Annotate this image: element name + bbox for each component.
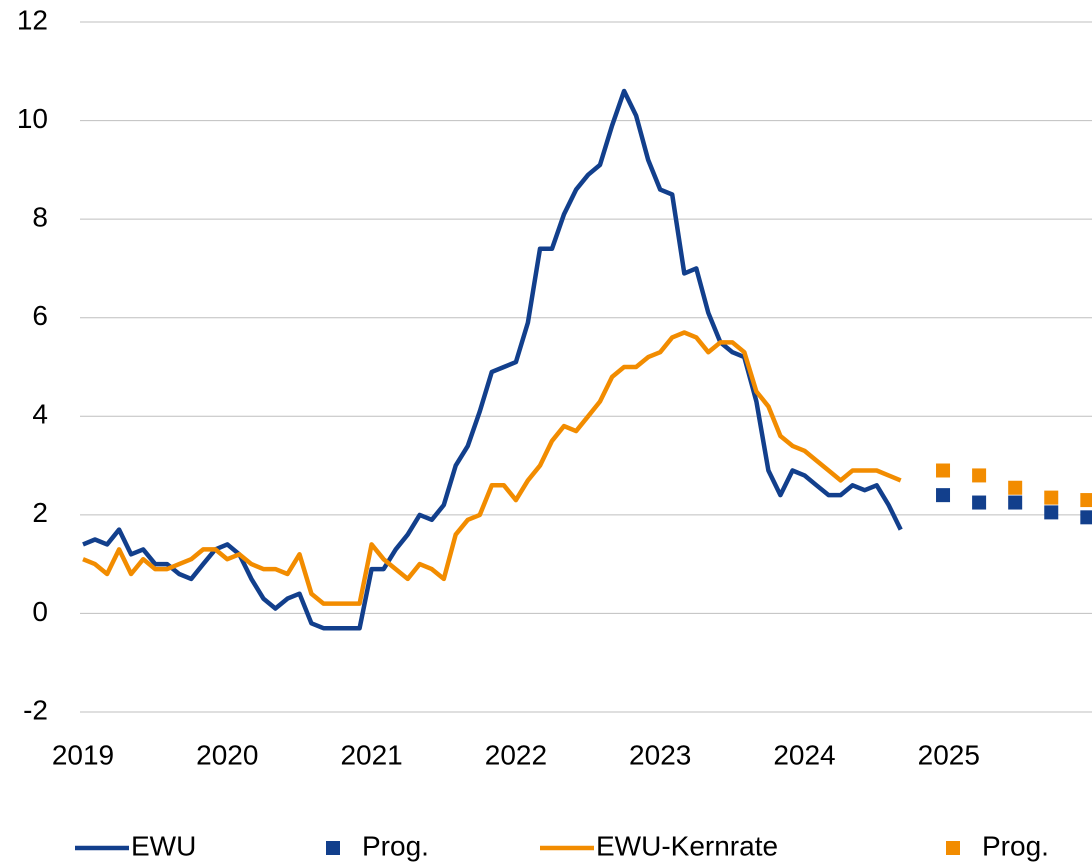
legend-label: EWU [131, 830, 196, 861]
forecast-marker [936, 488, 951, 503]
legend-label: Prog. [362, 830, 429, 861]
y-tick-label: 10 [17, 103, 48, 134]
forecast-marker [1008, 495, 1023, 510]
forecast-marker [1080, 493, 1092, 508]
y-tick-label: 4 [32, 399, 48, 430]
forecast-marker [1008, 480, 1023, 495]
x-tick-label: 2023 [629, 739, 691, 770]
forecast-marker [1044, 505, 1059, 520]
x-tick-label: 2024 [773, 739, 835, 770]
y-tick-label: 6 [32, 300, 48, 331]
x-tick-label: 2025 [918, 739, 980, 770]
y-tick-label: -2 [23, 694, 48, 725]
forecast-marker [1080, 510, 1092, 525]
legend-label: EWU-Kernrate [596, 830, 778, 861]
y-tick-label: 8 [32, 202, 48, 233]
legend-label: Prog. [982, 830, 1049, 861]
y-tick-label: 0 [32, 596, 48, 627]
forecast-marker [936, 463, 951, 478]
series-line [82, 330, 902, 606]
y-tick-label: 2 [32, 497, 48, 528]
x-tick-label: 2020 [196, 739, 258, 770]
x-tick-label: 2022 [485, 739, 547, 770]
y-tick-label: 12 [17, 4, 48, 35]
legend-swatch [946, 841, 960, 855]
series-line [82, 88, 903, 631]
forecast-marker [972, 495, 987, 510]
x-tick-label: 2021 [340, 739, 402, 770]
x-tick-label: 2019 [52, 739, 114, 770]
legend-swatch [326, 841, 340, 855]
forecast-marker [1044, 490, 1059, 505]
forecast-marker [972, 468, 987, 483]
